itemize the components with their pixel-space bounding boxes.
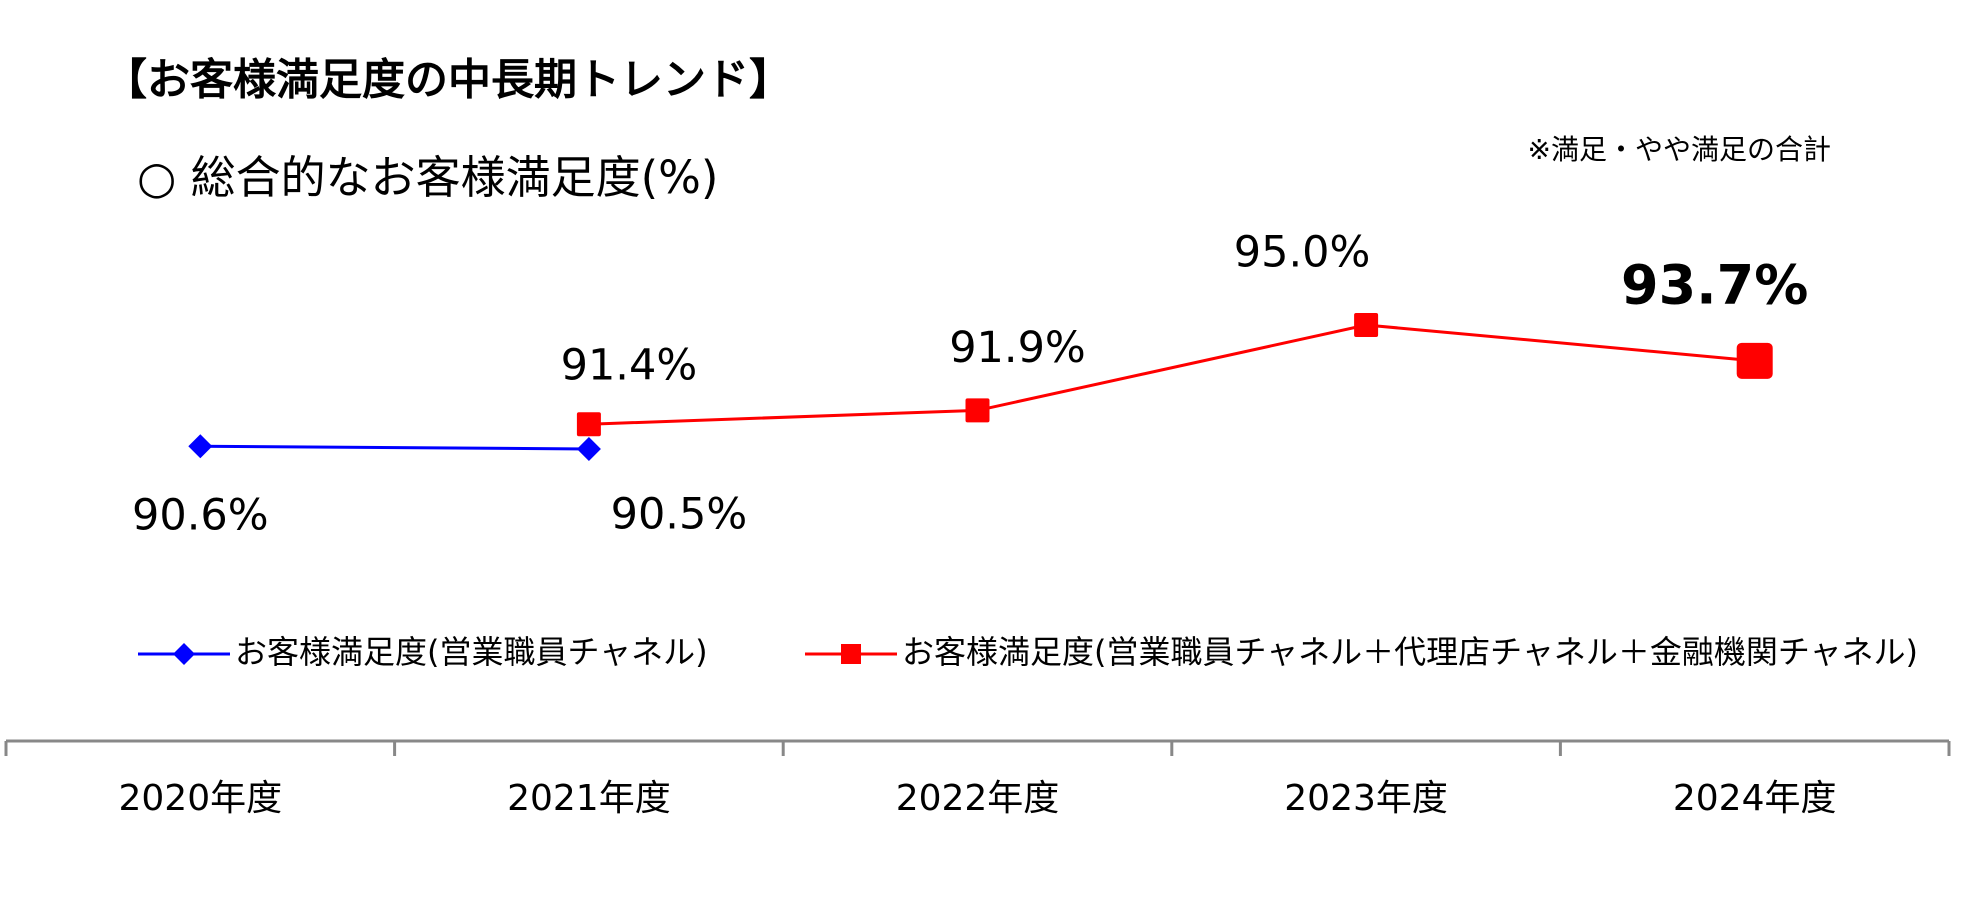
marker [576,412,601,437]
marker [576,437,601,461]
marker [1736,342,1773,379]
series-line [200,444,589,451]
data-label: 95.0% [1234,228,1371,278]
data-label: 93.7% [1621,253,1808,316]
data-label: 90.6% [132,491,269,541]
legend-label: お客様満足度(営業職員チャネル) [235,633,708,671]
marker [1354,313,1379,337]
series-line [588,323,1755,426]
data-label: 90.5% [611,490,748,540]
legend-label: お客様満足度(営業職員チャネル＋代理店チャネル＋金融機関チャネル) [902,633,1918,671]
chart-title: 【お客様満足度の中長期トレンド】 [104,56,792,106]
marker [965,398,990,423]
legend-marker [173,643,195,665]
data-label: 91.4% [561,341,698,391]
x-tick-label: 2021年度 [507,778,671,819]
x-tick-label: 2024年度 [1673,778,1837,819]
note: ※満足・やや満足の合計 [1528,133,1831,166]
x-tick-label: 2022年度 [896,778,1060,819]
x-tick-label: 2020年度 [118,778,282,819]
data-label: 91.9% [949,323,1086,373]
marker [188,434,213,459]
x-tick-label: 2023年度 [1284,778,1448,819]
legend-marker [841,644,861,664]
chart-subtitle: ○ 総合的なお客様満足度(%) [137,151,718,204]
